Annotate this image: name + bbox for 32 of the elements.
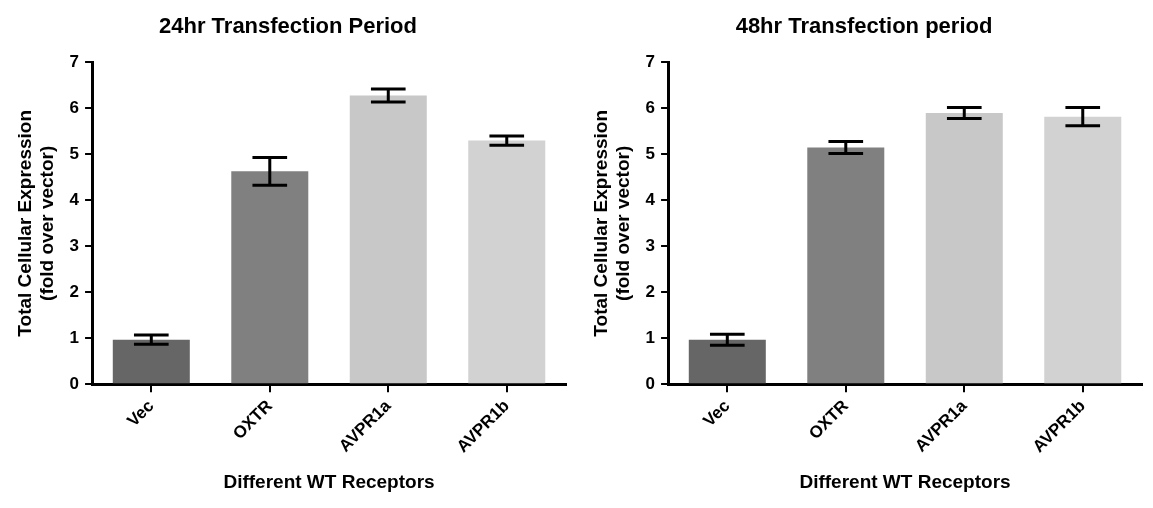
bar xyxy=(1044,116,1122,384)
y-axis-title: Total Cellular Expression (fold over vector) xyxy=(589,109,634,337)
y-axis-title: Total Cellular Expression (fold over vector) xyxy=(13,109,58,337)
chart-title: 48hr Transfection period xyxy=(735,13,993,39)
y-tick-label: 3 xyxy=(645,236,656,255)
y-tick-label: 7 xyxy=(645,52,656,72)
x-tick-label: Vec xyxy=(699,396,734,431)
bar xyxy=(231,171,309,384)
y-tick-label: 1 xyxy=(69,327,80,347)
y-tick-label: 0 xyxy=(69,373,80,393)
x-axis-title: Different WT Receptors xyxy=(223,470,435,492)
y-tick-label: 5 xyxy=(69,144,80,164)
bar xyxy=(349,95,427,384)
x-axis-title: Different WT Receptors xyxy=(799,470,1011,492)
y-tick-label: 3 xyxy=(69,236,80,255)
x-tick-label: Vec xyxy=(123,396,158,431)
bar xyxy=(468,140,546,384)
y-tick-label: 6 xyxy=(645,98,656,118)
y-tick-label: 5 xyxy=(645,144,656,164)
y-tick-label: 4 xyxy=(69,190,80,210)
bar xyxy=(925,112,1003,384)
bar xyxy=(688,339,766,384)
chart-title: 24hr Transfection Period xyxy=(159,13,417,39)
bar xyxy=(112,339,190,384)
bar xyxy=(807,147,885,384)
y-tick-label: 6 xyxy=(69,98,80,118)
y-tick-label: 2 xyxy=(645,281,656,301)
y-tick-label: 2 xyxy=(69,281,80,301)
y-tick-label: 7 xyxy=(69,52,80,72)
y-tick-label: 4 xyxy=(645,190,656,210)
y-tick-label: 0 xyxy=(645,373,656,393)
y-tick-label: 1 xyxy=(645,327,656,347)
